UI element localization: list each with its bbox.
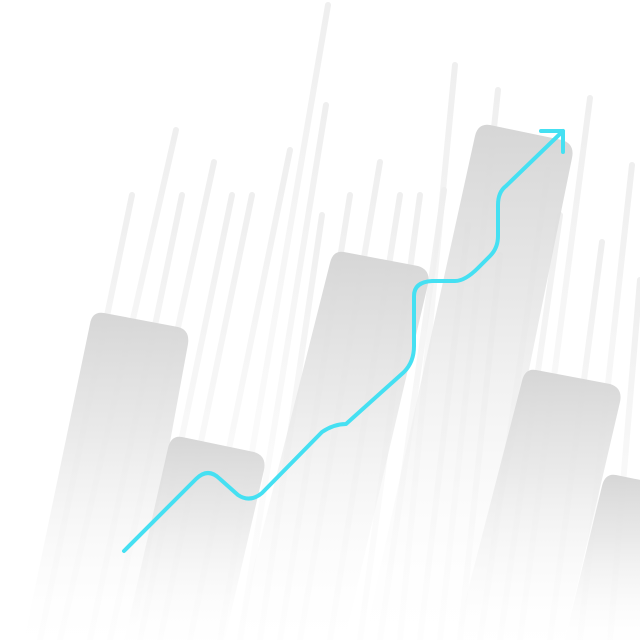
bar-group <box>20 125 640 640</box>
